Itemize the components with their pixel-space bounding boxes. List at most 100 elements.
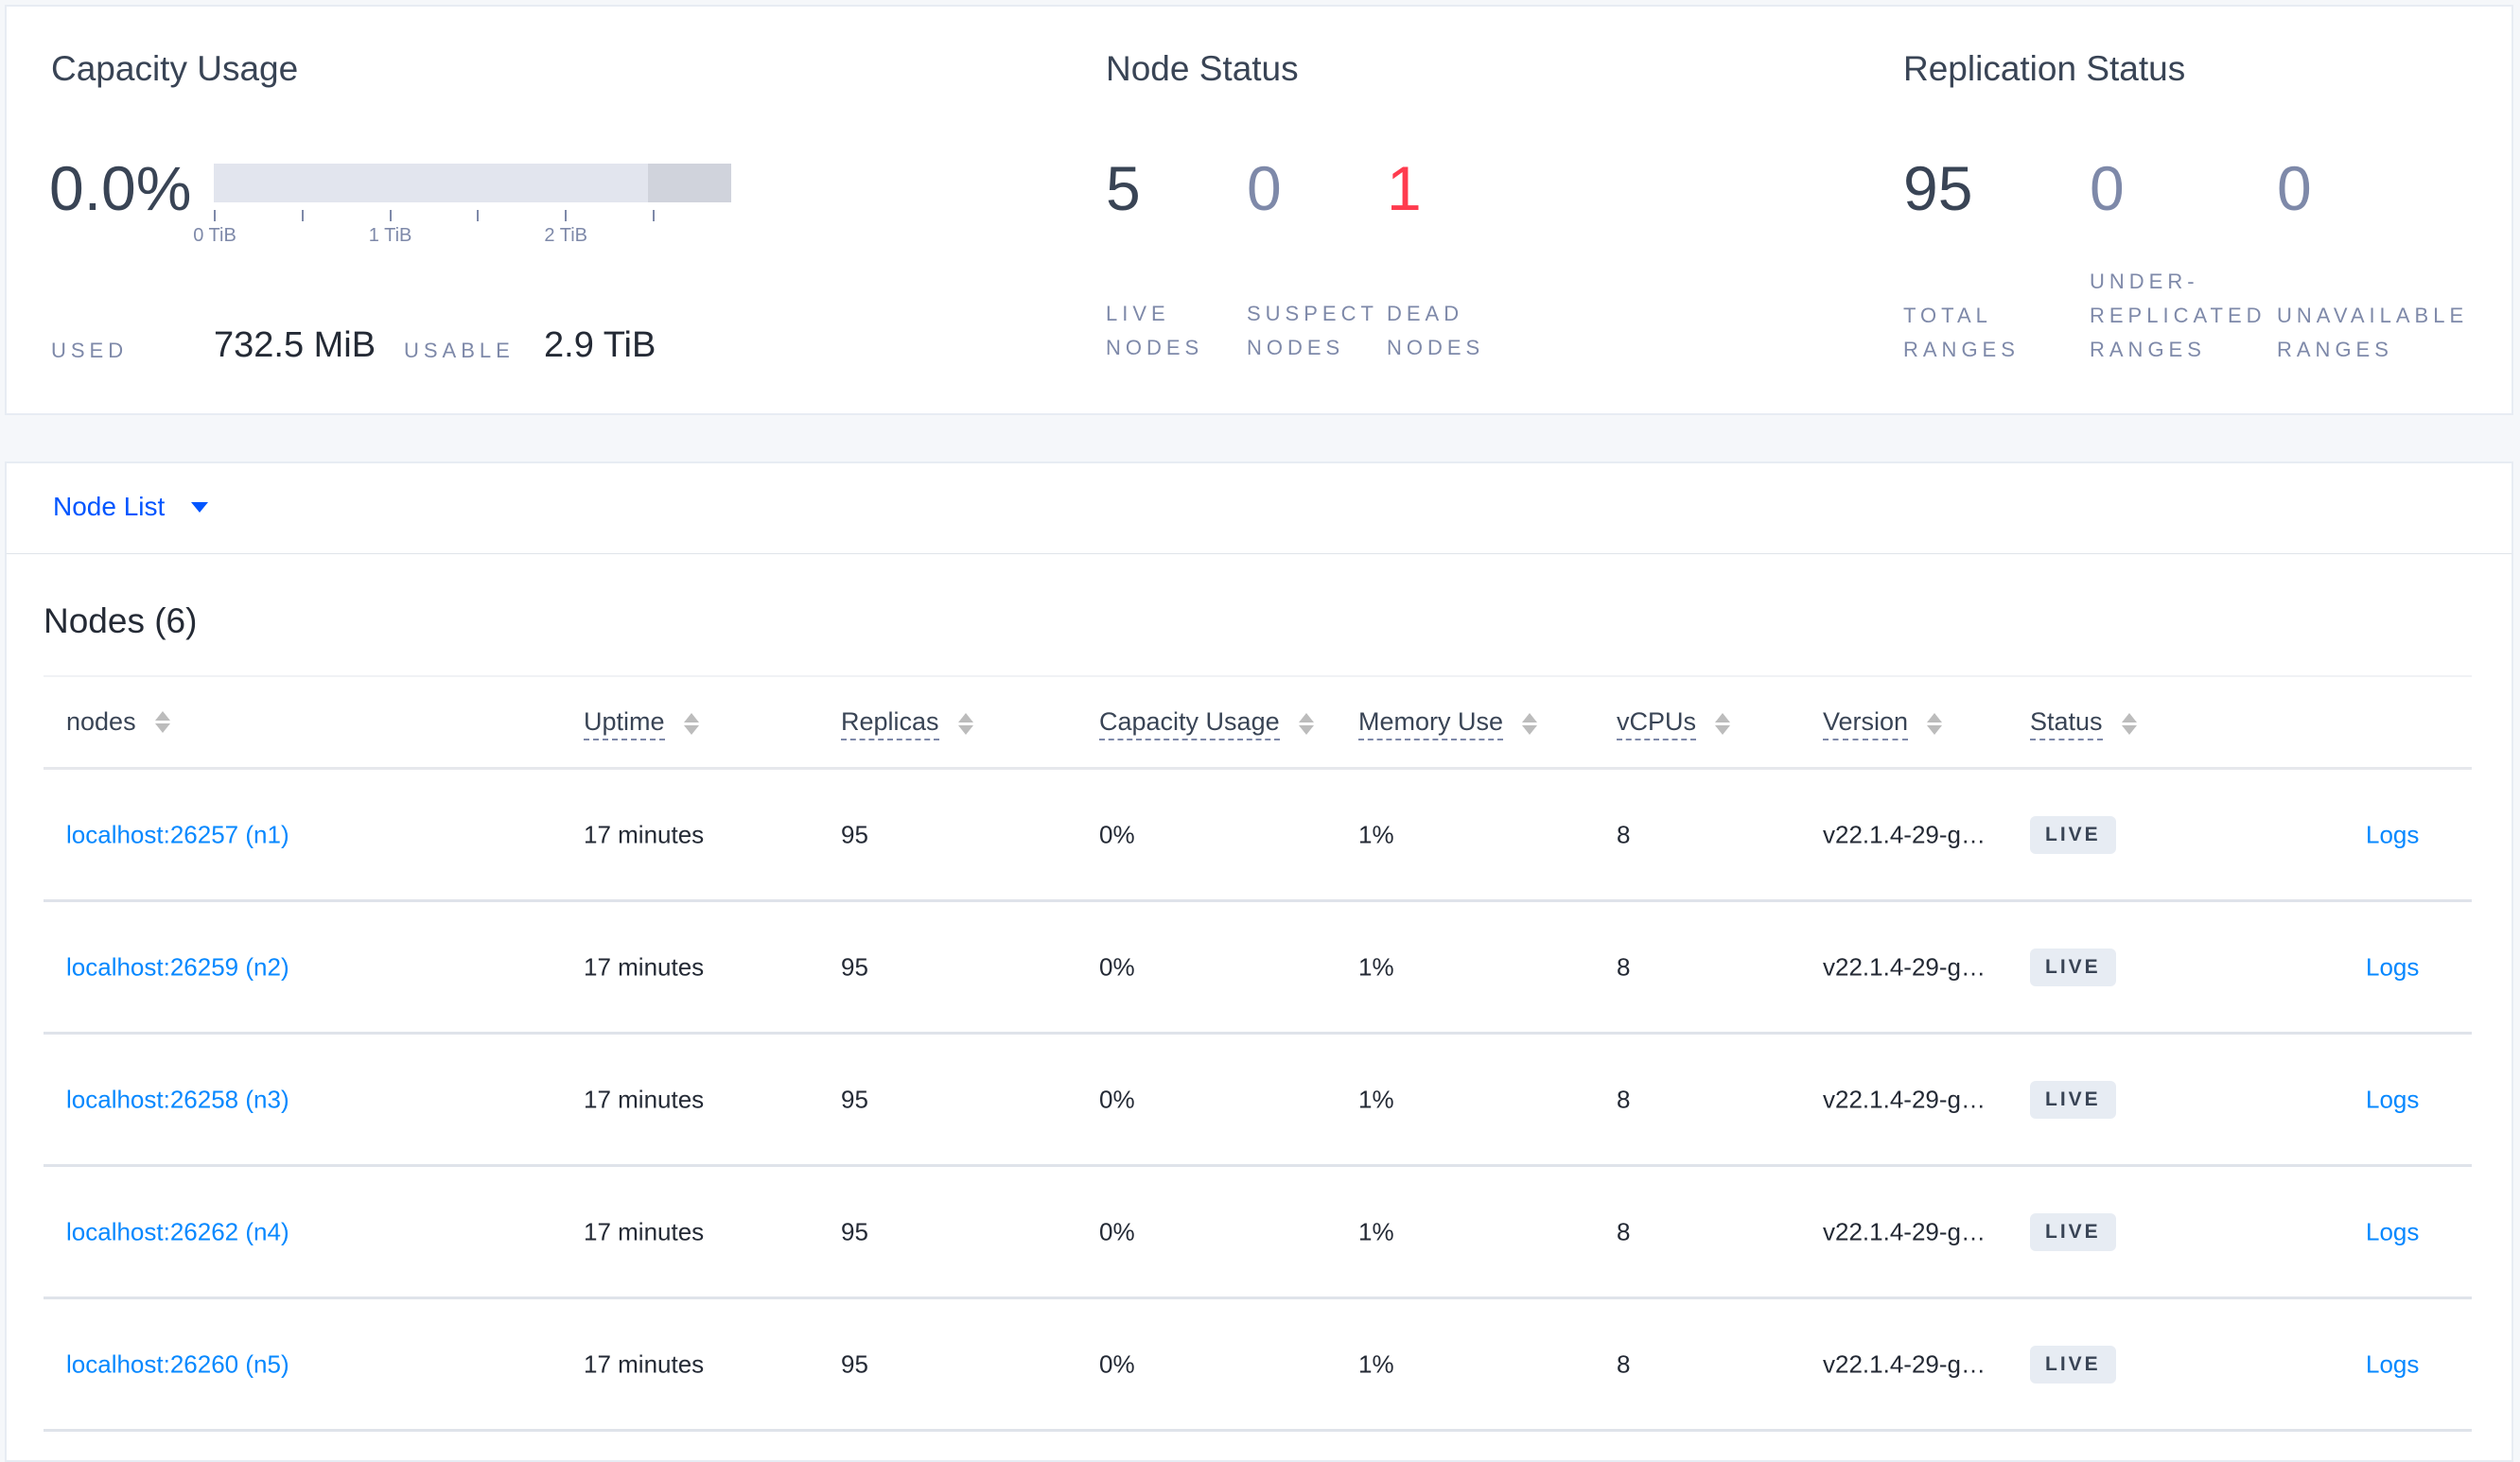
column-header-version[interactable]: Version — [1823, 707, 1943, 740]
column-label: nodes — [66, 707, 136, 736]
axis-tick — [653, 210, 655, 221]
stat-label: DEAD NODES — [1387, 302, 1485, 359]
cell-memory: 1% — [1358, 820, 1394, 848]
node-link[interactable]: localhost:26258 (n3) — [66, 1085, 289, 1113]
used-value: 732.5 MiB — [214, 325, 376, 365]
sort-icon — [154, 711, 170, 733]
node-status-stat-0: 5 LIVE NODES — [1106, 153, 1199, 359]
axis-tick-label: 1 TiB — [368, 225, 412, 246]
cell-version: v22.1.4-29-g… — [1823, 820, 1986, 848]
status-badge: LIVE — [2030, 948, 2116, 986]
node-link[interactable]: localhost:26262 (n4) — [66, 1217, 289, 1245]
node-status-stat-1: 0 SUSPECT NODES — [1247, 153, 1374, 359]
replication-stat-1: 0 UNDER- REPLICATED RANGES — [2090, 153, 2262, 361]
node-link[interactable]: localhost:26257 (n1) — [66, 820, 289, 848]
nodes-card — [5, 554, 2513, 1462]
cell-capacity: 0% — [1099, 820, 1135, 848]
cell-uptime: 17 minutes — [584, 1349, 705, 1378]
sort-icon — [957, 713, 973, 735]
logs-link[interactable]: Logs — [2366, 1085, 2420, 1113]
axis-tick — [565, 210, 568, 221]
cell-memory: 1% — [1358, 1085, 1394, 1113]
stat-value: 0 — [2090, 153, 2125, 223]
axis-tick — [477, 210, 480, 221]
cell-replicas: 95 — [841, 1217, 868, 1245]
cell-memory: 1% — [1358, 1217, 1394, 1245]
column-header-nodes[interactable]: nodes — [66, 707, 170, 737]
capacity-bar-unavailable — [648, 164, 731, 202]
column-header-replicas[interactable]: Replicas — [841, 707, 973, 740]
cell-uptime: 17 minutes — [584, 1217, 705, 1245]
replication-stat-2: 0 UNAVAILABLE RANGES — [2277, 153, 2463, 361]
cell-vcpus: 8 — [1617, 1085, 1631, 1113]
logs-link[interactable]: Logs — [2366, 1217, 2420, 1245]
usable-value: 2.9 TiB — [544, 325, 656, 365]
replication-stat-0: 95 TOTAL RANGES — [1903, 157, 2015, 361]
node-list-dropdown[interactable]: Node List — [53, 492, 209, 522]
node-link[interactable]: localhost:26259 (n2) — [66, 952, 289, 981]
cell-version: v22.1.4-29-g… — [1823, 1349, 1986, 1378]
caret-down-icon — [191, 501, 209, 513]
cell-uptime: 17 minutes — [584, 1085, 705, 1113]
sort-icon — [1715, 713, 1731, 735]
column-header-memory-use[interactable]: Memory Use — [1358, 707, 1538, 740]
stat-label: LIVE NODES — [1106, 302, 1204, 359]
column-label: Status — [2030, 707, 2103, 740]
table-row: localhost:26259 (n2) 17 minutes 95 0% 1% 8 v22… — [44, 902, 2472, 1035]
cell-vcpus: 8 — [1617, 1217, 1631, 1245]
cell-capacity: 0% — [1099, 1217, 1135, 1245]
table-top-divider — [44, 675, 2472, 677]
sort-icon — [2121, 713, 2137, 735]
sort-icon — [1298, 713, 1314, 735]
cell-capacity: 0% — [1099, 952, 1135, 981]
cell-version: v22.1.4-29-g… — [1823, 1217, 1986, 1245]
capacity-bar — [214, 164, 731, 202]
logs-link[interactable]: Logs — [2366, 820, 2420, 848]
table-row: localhost:26260 (n5) 17 minutes 95 0% 1% 8 v22… — [44, 1299, 2472, 1432]
cell-vcpus: 8 — [1617, 1349, 1631, 1378]
cell-replicas: 95 — [841, 952, 868, 981]
stat-label: UNAVAILABLE RANGES — [2277, 304, 2469, 361]
node-list-label: Node List — [53, 492, 166, 521]
axis-tick — [214, 210, 216, 221]
cell-replicas: 95 — [841, 1349, 868, 1378]
cell-memory: 1% — [1358, 1349, 1394, 1378]
stat-value: 0 — [2277, 153, 2312, 223]
column-label: Uptime — [584, 707, 665, 740]
table-row: localhost:26258 (n3) 17 minutes 95 0% 1% 8 v22… — [44, 1035, 2472, 1167]
cell-capacity: 0% — [1099, 1349, 1135, 1378]
status-badge: LIVE — [2030, 1080, 2116, 1119]
cell-replicas: 95 — [841, 820, 868, 848]
column-header-uptime[interactable]: Uptime — [584, 707, 699, 740]
used-label: USED — [51, 339, 129, 362]
logs-link[interactable]: Logs — [2366, 1349, 2420, 1378]
usable-label: USABLE — [404, 339, 515, 362]
logs-link[interactable]: Logs — [2366, 952, 2420, 981]
cell-vcpus: 8 — [1617, 820, 1631, 848]
cell-uptime: 17 minutes — [584, 952, 705, 981]
column-header-capacity-usage[interactable]: Capacity Usage — [1099, 707, 1314, 740]
sort-icon — [683, 713, 699, 735]
header-divider — [44, 767, 2472, 770]
status-badge: LIVE — [2030, 1212, 2116, 1251]
cell-version: v22.1.4-29-g… — [1823, 1085, 1986, 1113]
node-link[interactable]: localhost:26260 (n5) — [66, 1349, 289, 1378]
column-label: Capacity Usage — [1099, 707, 1280, 740]
sort-icon — [1522, 713, 1538, 735]
nodes-table-title: Nodes (6) — [44, 601, 198, 640]
status-badge: LIVE — [2030, 1345, 2116, 1384]
stat-value: 0 — [1247, 153, 1282, 223]
stat-value: 5 — [1106, 153, 1141, 223]
axis-tick — [389, 210, 392, 221]
column-header-status[interactable]: Status — [2030, 707, 2137, 740]
stat-label: UNDER- REPLICATED RANGES — [2090, 270, 2266, 361]
axis-tick-label: 2 TiB — [544, 225, 587, 246]
cell-vcpus: 8 — [1617, 952, 1631, 981]
column-header-vcpus[interactable]: vCPUs — [1617, 707, 1731, 740]
sort-icon — [1927, 713, 1943, 735]
node-status-stat-2: 1 DEAD NODES — [1387, 157, 1479, 359]
cell-capacity: 0% — [1099, 1085, 1135, 1113]
table-row: localhost:26257 (n1) 17 minutes 95 0% 1% 8 v22… — [44, 770, 2472, 902]
node-status-title: Node Status — [1106, 49, 1299, 88]
status-badge: LIVE — [2030, 815, 2116, 854]
